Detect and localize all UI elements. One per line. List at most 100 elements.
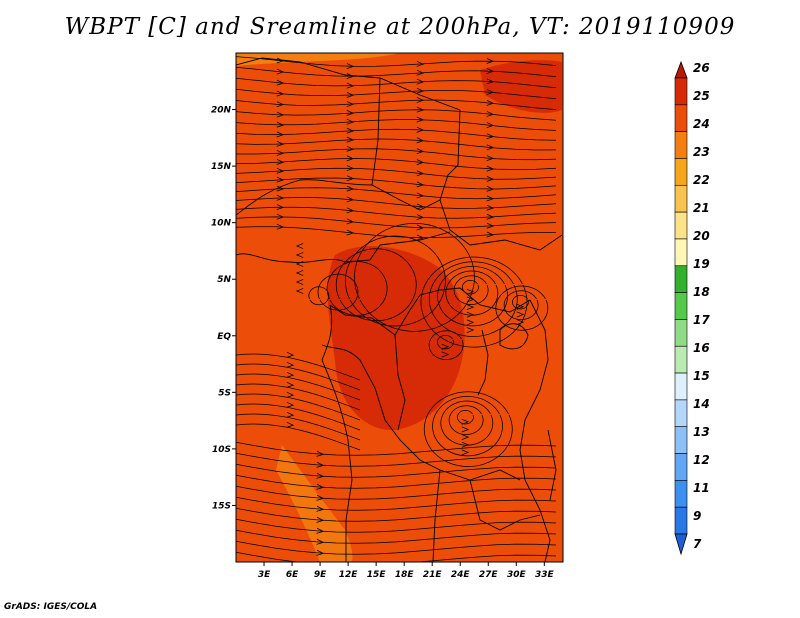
streamline-arrow <box>416 181 425 188</box>
streamline-arrow <box>416 106 425 113</box>
streamline <box>236 528 557 544</box>
streamline <box>236 403 361 431</box>
streamline-arrow <box>466 319 475 326</box>
colorbar-swatch <box>674 211 688 240</box>
streamline-arrow <box>316 461 325 468</box>
streamline-arrow <box>286 381 295 388</box>
colorbar-swatch <box>674 319 688 347</box>
streamline-arrow <box>276 159 285 165</box>
streamline-arrow <box>346 155 355 162</box>
streamline-arrow <box>276 90 285 97</box>
streamline-arrow <box>346 165 355 172</box>
streamline-arrow <box>486 195 495 202</box>
streamline-arrow <box>276 121 285 128</box>
streamline-arrow <box>516 319 525 326</box>
colorbar-swatch <box>674 480 688 508</box>
streamline <box>236 109 557 121</box>
colorbar-label: 24 <box>693 117 710 131</box>
streamline <box>236 451 557 467</box>
streamline-arrow <box>316 527 325 534</box>
streamline-arrow <box>286 401 295 408</box>
colorbar-swatch <box>674 292 688 320</box>
streamline <box>236 119 557 131</box>
streamline <box>236 383 361 411</box>
streamline-arrow <box>461 441 470 448</box>
streamline <box>354 222 475 332</box>
streamline <box>236 56 557 67</box>
streamline-arrow <box>441 343 450 350</box>
streamline-arrow <box>346 118 355 125</box>
streamline-arrow <box>276 213 285 220</box>
streamline-arrow <box>416 214 425 220</box>
colorbar-label: 15 <box>693 369 710 383</box>
streamline <box>503 290 539 320</box>
streamline-arrow <box>346 136 355 143</box>
streamline <box>236 158 557 170</box>
y-tick-label: EQ <box>217 332 231 342</box>
y-tick-label: 10S <box>212 445 231 455</box>
x-tick-label: 15E <box>367 570 387 580</box>
streamline <box>440 400 494 446</box>
streamline-arrow <box>346 82 355 89</box>
streamline-arrow <box>346 207 355 214</box>
streamline-arrow <box>295 279 304 285</box>
colorbar-label: 9 <box>693 509 701 523</box>
streamline <box>236 495 557 511</box>
streamline-arrow <box>286 411 295 418</box>
country-border <box>432 469 441 562</box>
colorbar-label: 17 <box>693 313 710 327</box>
colorbar-swatch <box>674 238 688 267</box>
streamline-arrow <box>416 159 425 166</box>
x-tick-label: 21E <box>423 570 443 580</box>
streamline-arrow <box>516 303 525 310</box>
streamline-arrow <box>295 288 304 294</box>
streamline-arrow <box>416 97 425 103</box>
streamline-arrow <box>416 170 425 177</box>
streamline <box>236 88 557 100</box>
x-axis: 3E 6E 9E 12E 15E 18E 21E 24E 27E 30E 33E <box>258 562 554 580</box>
colorbar-label: 14 <box>693 397 710 411</box>
streamline-arrow <box>416 116 425 123</box>
colorbar-swatch <box>674 426 688 454</box>
streamline-arrow <box>461 449 470 456</box>
streamline-arrow <box>486 89 495 95</box>
colorbar-swatch <box>674 184 688 213</box>
streamline-arrow <box>295 252 304 258</box>
x-tick-label: 27E <box>479 570 499 580</box>
streamline <box>236 506 557 522</box>
streamline-arrow <box>486 155 495 162</box>
streamline <box>437 266 508 327</box>
streamline-arrow <box>346 145 355 152</box>
streamline-arrow <box>416 78 425 85</box>
streamline-arrow <box>316 516 325 523</box>
colorbar-label: 19 <box>693 257 710 271</box>
y-tick-label: 20N <box>211 106 232 116</box>
x-tick-label: 6E <box>286 570 299 580</box>
streamline <box>432 396 503 457</box>
streamline-arrow <box>346 196 355 203</box>
streamline <box>236 226 556 238</box>
y-tick-label: 15S <box>212 501 231 511</box>
streamline <box>236 393 361 421</box>
country-border <box>439 109 563 251</box>
streamline <box>428 261 518 337</box>
streamline-arrow <box>416 192 425 199</box>
colorbar-top-arrow <box>674 60 688 79</box>
streamline <box>495 285 549 331</box>
y-axis: 20N 15N 10N 5N EQ 5S 10S 15S <box>211 106 236 511</box>
streamline-arrow <box>486 213 495 220</box>
streamline-arrow <box>486 176 495 182</box>
streamline-arrow <box>486 165 495 172</box>
streamline-arrow <box>416 224 425 231</box>
streamline <box>236 413 361 441</box>
x-tick-label: 24E <box>451 570 471 580</box>
streamline <box>236 462 557 478</box>
colorbar-swatch <box>674 345 688 374</box>
streamline-arrow <box>346 73 355 79</box>
streamline-arrow <box>346 101 355 107</box>
streamline <box>236 197 557 209</box>
streamline <box>236 206 557 219</box>
grads-credit: GrADS: IGES/COLA <box>4 602 98 612</box>
country-border <box>345 439 353 562</box>
streamline-arrow <box>346 92 355 98</box>
